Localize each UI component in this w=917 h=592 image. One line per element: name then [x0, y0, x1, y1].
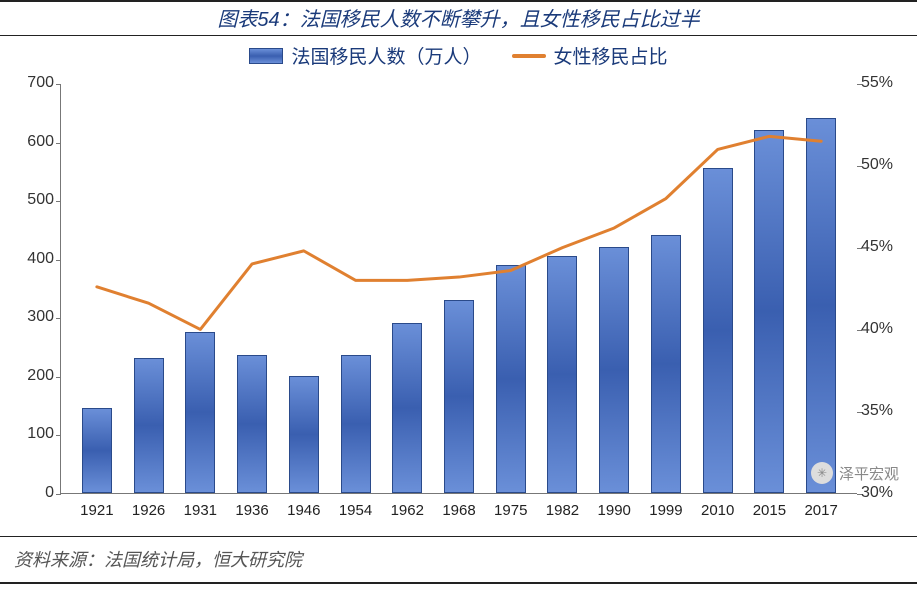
- watermark-text: 泽平宏观: [839, 463, 899, 484]
- bar-slot: 1990: [588, 247, 640, 493]
- x-tick-label: 1999: [649, 502, 682, 519]
- y-right-tick: 55%: [861, 74, 907, 92]
- bar: [599, 247, 629, 493]
- bar-slot: 2015: [744, 130, 796, 493]
- legend-bars-label: 法国移民人数（万人）: [291, 42, 481, 69]
- y-right-tick: 40%: [861, 320, 907, 338]
- line-swatch: [512, 54, 546, 58]
- y-left-tick: 400: [14, 250, 54, 268]
- x-tick-label: 1982: [546, 502, 579, 519]
- bar: [547, 256, 577, 493]
- y-left-tick: 600: [14, 133, 54, 151]
- y-left-tick: 300: [14, 308, 54, 326]
- y-right-tick: 50%: [861, 156, 907, 174]
- y-left-tick: 500: [14, 191, 54, 209]
- y-right-tick: 45%: [861, 238, 907, 256]
- bar: [392, 323, 422, 493]
- bar: [237, 355, 267, 493]
- watermark: ✳ 泽平宏观: [811, 462, 899, 484]
- bar: [806, 118, 836, 493]
- bar-slot: 1962: [381, 323, 433, 493]
- x-tick-label: 1936: [235, 502, 268, 519]
- x-tick-label: 1921: [80, 502, 113, 519]
- source-text: 资料来源：法国统计局，恒大研究院: [14, 546, 302, 572]
- bar: [651, 235, 681, 493]
- x-tick-label: 1990: [598, 502, 631, 519]
- y-right-tick: 30%: [861, 484, 907, 502]
- legend-line-label: 女性移民占比: [554, 42, 668, 69]
- plot-area: 1921192619311936194619541962196819751982…: [60, 84, 857, 494]
- bar-slot: 1936: [226, 355, 278, 493]
- chart-title: 图表54：法国移民人数不断攀升，且女性移民占比过半: [0, 0, 917, 36]
- source-footer: 资料来源：法国统计局，恒大研究院: [0, 536, 917, 584]
- chart-container: 法国移民人数（万人） 女性移民占比 1921192619311936194619…: [0, 36, 917, 536]
- y-right-tick: 35%: [861, 402, 907, 420]
- bar-slot: 1946: [278, 376, 330, 493]
- bar-slot: 1968: [433, 300, 485, 493]
- bar-slot: 1921: [71, 408, 123, 493]
- bar-slot: 1954: [330, 355, 382, 493]
- x-tick-label: 2017: [804, 502, 837, 519]
- x-tick-label: 1962: [391, 502, 424, 519]
- bar-slot: 1975: [485, 265, 537, 493]
- wechat-icon: ✳: [811, 462, 833, 484]
- y-left-tick: 700: [14, 74, 54, 92]
- bar-swatch: [249, 48, 283, 64]
- bar-slot: 1982: [537, 256, 589, 493]
- bar: [185, 332, 215, 493]
- bar: [82, 408, 112, 493]
- x-tick-label: 2015: [753, 502, 786, 519]
- x-tick-label: 2010: [701, 502, 734, 519]
- legend-bars: 法国移民人数（万人）: [249, 42, 481, 69]
- bar: [134, 358, 164, 493]
- bar: [444, 300, 474, 493]
- legend-line: 女性移民占比: [512, 42, 668, 69]
- x-tick-label: 1975: [494, 502, 527, 519]
- bar: [703, 168, 733, 493]
- legend: 法国移民人数（万人） 女性移民占比: [0, 42, 917, 69]
- bar-slot: 2010: [692, 168, 744, 493]
- x-tick-label: 1931: [184, 502, 217, 519]
- y-left-tick: 100: [14, 425, 54, 443]
- x-tick-label: 1926: [132, 502, 165, 519]
- x-tick-label: 1954: [339, 502, 372, 519]
- bar: [289, 376, 319, 493]
- x-tick-label: 1946: [287, 502, 320, 519]
- bar-slot: 2017: [795, 118, 847, 493]
- bar-slot: 1999: [640, 235, 692, 493]
- bar-slot: 1931: [174, 332, 226, 493]
- bar-slot: 1926: [123, 358, 175, 493]
- bars-layer: 1921192619311936194619541962196819751982…: [61, 84, 857, 493]
- bar: [496, 265, 526, 493]
- y-left-tick: 200: [14, 367, 54, 385]
- bar: [341, 355, 371, 493]
- x-tick-label: 1968: [442, 502, 475, 519]
- y-left-tick: 0: [14, 484, 54, 502]
- bar: [754, 130, 784, 493]
